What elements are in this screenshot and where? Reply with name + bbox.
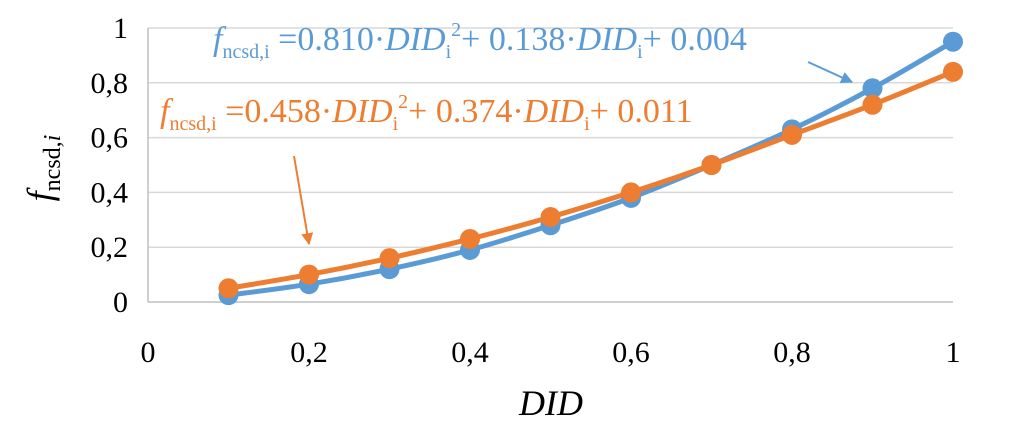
series-1-point bbox=[943, 61, 963, 82]
svg-text:fncsd,i: fncsd,i bbox=[20, 135, 66, 202]
x-tick-label: 0,2 bbox=[290, 336, 328, 369]
y-tick-label: 0,4 bbox=[91, 176, 129, 209]
series-0-point bbox=[862, 78, 883, 99]
annotation-orange-equation: fncsd,i =0.458·DIDi2+ 0.374·DIDi+ 0.011 bbox=[160, 91, 693, 135]
x-tick-label: 0,6 bbox=[612, 336, 650, 369]
series-1-point bbox=[621, 182, 641, 203]
series-0-line bbox=[228, 39, 955, 298]
x-tick-label: 0,4 bbox=[451, 336, 489, 369]
annotation-blue-equation: fncsd,i =0.810·DIDi2+ 0.138·DIDi+ 0.004 bbox=[213, 19, 747, 63]
series-1-point bbox=[540, 207, 561, 228]
axes bbox=[147, 28, 953, 303]
series-1-point bbox=[862, 94, 883, 115]
y-tick-label: 0,8 bbox=[91, 67, 129, 100]
series-0-point bbox=[943, 31, 963, 52]
series-1-point bbox=[299, 264, 319, 285]
series-1-point bbox=[782, 124, 802, 145]
y-axis-title-sub-italic: i bbox=[40, 135, 66, 142]
x-axis-title: DID bbox=[518, 383, 583, 423]
series-1-point bbox=[460, 228, 480, 249]
y-axis-title: fncsd,i bbox=[20, 135, 66, 202]
series-1-point bbox=[379, 248, 400, 269]
y-axis-title-sub: ncsd, bbox=[40, 141, 66, 191]
gridlines bbox=[148, 27, 953, 248]
x-tick-labels: 0 0,2 0,4 0,6 0,8 1 bbox=[141, 336, 961, 369]
annotation-orange-arrow bbox=[293, 155, 314, 246]
series-1-point bbox=[218, 278, 239, 299]
series-1-line bbox=[228, 69, 954, 291]
y-tick-labels: 0 0,2 0,4 0,6 0,8 1 bbox=[91, 12, 129, 319]
x-tick-label: 0,8 bbox=[773, 336, 811, 369]
y-tick-label: 1 bbox=[113, 12, 128, 45]
x-tick-label: 0 bbox=[141, 336, 156, 369]
series-group bbox=[218, 31, 963, 306]
annotation-blue-arrow bbox=[807, 61, 854, 83]
y-tick-label: 0,6 bbox=[91, 122, 129, 155]
x-tick-label: 1 bbox=[946, 336, 961, 369]
y-tick-label: 0,2 bbox=[91, 231, 129, 264]
series-1-point bbox=[701, 155, 722, 175]
y-tick-label: 0 bbox=[113, 286, 128, 319]
